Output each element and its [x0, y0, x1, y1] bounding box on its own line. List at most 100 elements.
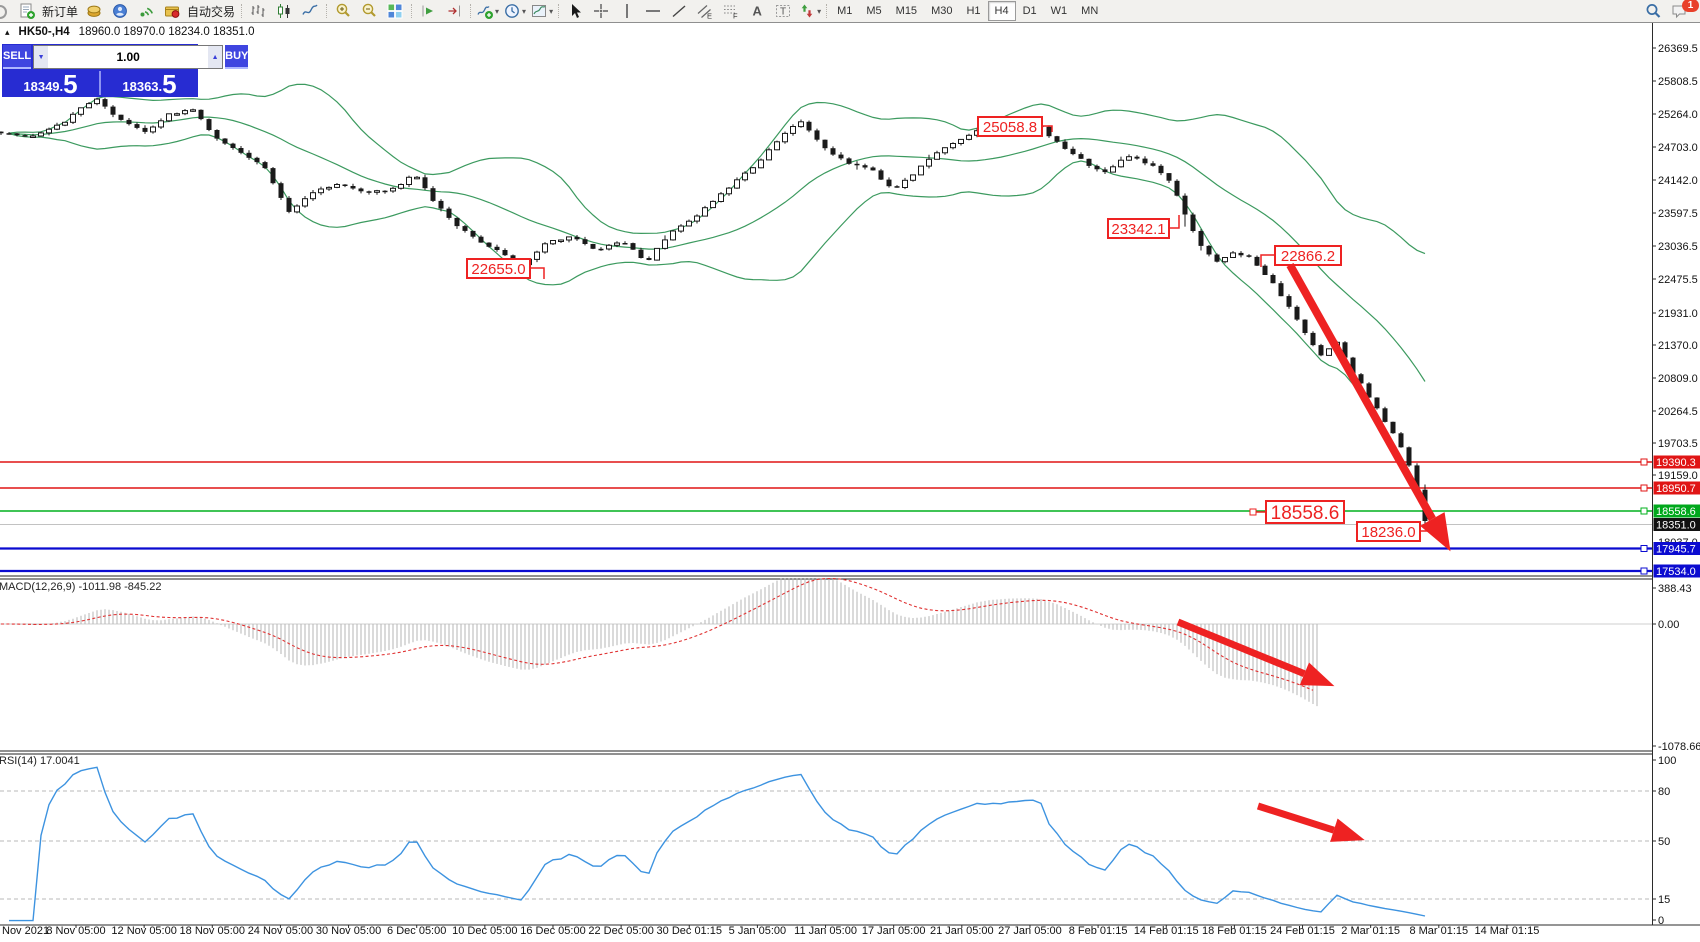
price-divider: [99, 71, 101, 95]
crosshair-icon[interactable]: [588, 1, 614, 21]
bar-chart-icon[interactable]: [245, 1, 271, 21]
svg-text:22 Dec 05:00: 22 Dec 05:00: [588, 925, 653, 937]
svg-text:10 Dec 05:00: 10 Dec 05:00: [452, 925, 517, 937]
trend-arrows[interactable]: [1176, 263, 1451, 842]
svg-text:100: 100: [1658, 755, 1676, 767]
timeframe-m30[interactable]: M30: [931, 5, 953, 17]
candlestick-chart-icon[interactable]: [271, 1, 297, 21]
community-icon[interactable]: [107, 1, 133, 21]
svg-text:25058.8: 25058.8: [983, 119, 1037, 136]
timeframe-w1[interactable]: W1: [1050, 5, 1068, 17]
indicators-icon[interactable]: ▾: [474, 1, 501, 21]
auto-scroll-icon[interactable]: [415, 1, 441, 21]
templates-icon[interactable]: ▾: [528, 1, 555, 21]
svg-text:25264.0: 25264.0: [1658, 109, 1698, 121]
chart-window-icon: ▴: [5, 26, 10, 37]
svg-text:8 Mar 01:15: 8 Mar 01:15: [1409, 925, 1468, 937]
svg-text:30 Nov 05:00: 30 Nov 05:00: [316, 925, 381, 937]
svg-text:17945.7: 17945.7: [1656, 544, 1696, 556]
volume-decrease-button[interactable]: ▼: [34, 46, 49, 68]
chart-shift-icon[interactable]: [441, 1, 467, 21]
new-order-icon[interactable]: [14, 1, 40, 21]
price-annotations[interactable]: 22655.0 25058.8 23342.1 22866.2 18558.6 18236…: [466, 116, 1430, 542]
svg-text:18950.7: 18950.7: [1656, 483, 1696, 495]
bollinger-bands: [8, 83, 1426, 510]
zoom-in-icon[interactable]: [330, 1, 356, 21]
timeframe-d1[interactable]: D1: [1022, 5, 1037, 17]
svg-text:388.43: 388.43: [1658, 583, 1692, 595]
sell-button[interactable]: SELL: [3, 45, 32, 69]
cursor-icon[interactable]: [562, 1, 588, 21]
new-order-icon-label[interactable]: 新订单: [42, 4, 79, 19]
svg-text:18351.0: 18351.0: [1656, 520, 1696, 532]
svg-text:14 Feb 01:15: 14 Feb 01:15: [1134, 925, 1199, 937]
volume-input[interactable]: [48, 46, 209, 68]
horizontal-level-lines[interactable]: [0, 458, 1652, 575]
svg-text:MACD(12,26,9) -1011.98 -845.22: MACD(12,26,9) -1011.98 -845.22: [0, 581, 161, 593]
toolbar: 新订单 自动交易 ▾ ▾ ▾ E F A T ▾ M1 M5 M15 M30 H1 H4 D1 W1 MN 1: [0, 0, 1700, 23]
svg-text:18236.0: 18236.0: [1361, 524, 1415, 541]
ohlc-values: 18960.0 18970.0 18234.0 18351.0: [78, 26, 255, 38]
svg-text:F: F: [733, 12, 738, 21]
svg-text:23036.5: 23036.5: [1658, 241, 1698, 253]
svg-text:2 Mar 01:15: 2 Mar 01:15: [1341, 925, 1400, 937]
signals-icon[interactable]: [133, 1, 159, 21]
svg-text:23597.5: 23597.5: [1658, 208, 1698, 220]
timeframe-m1[interactable]: M1: [837, 5, 853, 17]
one-click-trading-panel: SELL ▼ ▲ BUY 18349. 5 18363. 5: [2, 44, 249, 99]
svg-text:16 Dec 05:00: 16 Dec 05:00: [520, 925, 585, 937]
arrows-icon[interactable]: ▾: [796, 1, 823, 21]
horizontal-line-icon[interactable]: [640, 1, 666, 21]
chat-icon[interactable]: 1: [1666, 0, 1699, 21]
clipped-toolbar-icon: [0, 2, 14, 20]
fibonacci-icon[interactable]: F: [718, 1, 744, 21]
svg-text:14 Mar 01:15: 14 Mar 01:15: [1475, 925, 1540, 937]
svg-text:17534.0: 17534.0: [1656, 566, 1696, 578]
buy-button[interactable]: BUY: [225, 45, 249, 69]
svg-text:24703.0: 24703.0: [1658, 142, 1698, 154]
notification-badge: 1: [1682, 0, 1699, 12]
svg-text:A: A: [753, 4, 763, 19]
svg-text:6 Dec 05:00: 6 Dec 05:00: [387, 925, 446, 937]
svg-text:26369.5: 26369.5: [1658, 43, 1698, 55]
svg-text:0: 0: [1658, 915, 1664, 927]
channel-icon[interactable]: E: [692, 1, 718, 21]
trendline-icon[interactable]: [666, 1, 692, 21]
svg-text:21370.0: 21370.0: [1658, 340, 1698, 352]
volume-increase-button[interactable]: ▲: [208, 46, 223, 68]
svg-text:-1078.66: -1078.66: [1658, 741, 1700, 753]
svg-text:80: 80: [1658, 786, 1670, 798]
sell-price-display[interactable]: 18349. 5: [23, 68, 78, 99]
svg-text:50: 50: [1658, 836, 1670, 848]
text-icon[interactable]: A: [744, 1, 770, 21]
svg-text:27 Jan 05:00: 27 Jan 05:00: [998, 925, 1062, 937]
buy-price-display[interactable]: 18363. 5: [122, 68, 177, 99]
timeframe-m5[interactable]: M5: [866, 5, 882, 17]
auto-trading-icon[interactable]: [159, 1, 185, 21]
periods-icon[interactable]: ▾: [501, 1, 528, 21]
text-label-icon[interactable]: T: [770, 1, 796, 21]
svg-text:21931.0: 21931.0: [1658, 308, 1698, 320]
svg-text:5 Jan 05:00: 5 Jan 05:00: [729, 925, 787, 937]
chart-title: ▴ HK50-,H4 18960.0 18970.0 18234.0 18351…: [5, 26, 255, 38]
search-icon[interactable]: [1640, 1, 1666, 21]
svg-text:8 Nov 05:00: 8 Nov 05:00: [46, 925, 105, 937]
candlestick-series: [0, 97, 1428, 528]
zoom-out-icon[interactable]: [356, 1, 382, 21]
price-axis[interactable]: 26369.5 25808.5 25264.0 24703.0 24142.0 23597…: [1652, 43, 1700, 578]
svg-text:25808.5: 25808.5: [1658, 76, 1698, 88]
auto-trading-icon-label[interactable]: 自动交易: [187, 4, 236, 19]
vertical-line-icon[interactable]: [614, 1, 640, 21]
timeframe-h4[interactable]: H4: [987, 1, 1016, 21]
line-chart-icon[interactable]: [297, 1, 323, 21]
timeframe-mn[interactable]: MN: [1081, 5, 1099, 17]
timeframe-h1[interactable]: H1: [966, 5, 981, 17]
svg-text:22655.0: 22655.0: [471, 261, 525, 278]
tile-windows-icon[interactable]: [382, 1, 408, 21]
gold-coin-icon[interactable]: [81, 1, 107, 21]
svg-text:24142.0: 24142.0: [1658, 175, 1698, 187]
timeframe-m15[interactable]: M15: [895, 5, 918, 17]
